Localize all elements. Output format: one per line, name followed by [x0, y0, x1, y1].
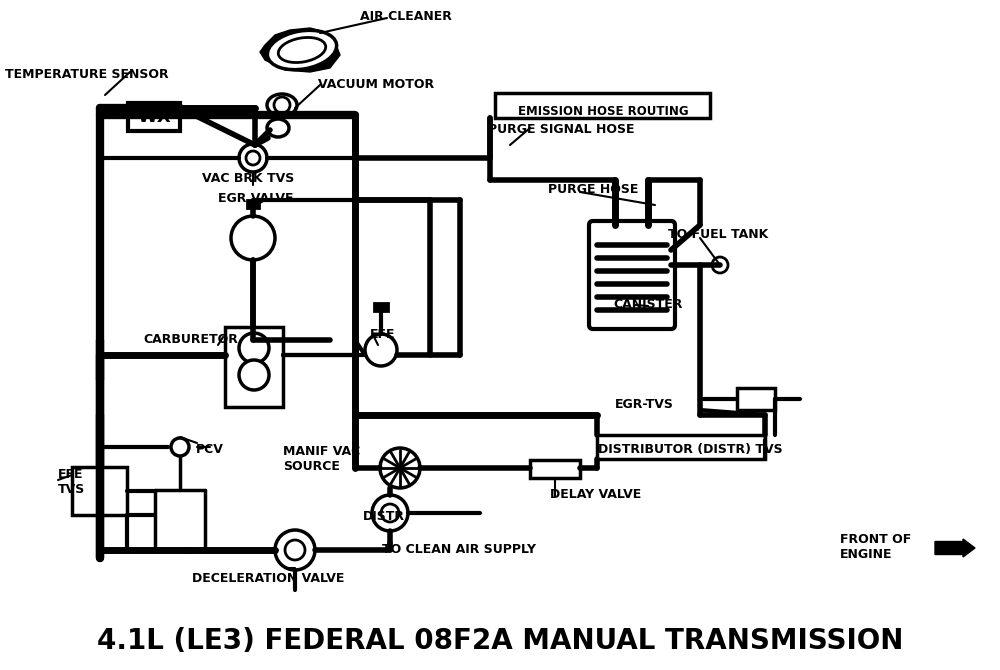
Text: MANIF VAC
SOURCE: MANIF VAC SOURCE [283, 445, 360, 473]
Bar [597, 435, 765, 459]
Circle shape [365, 334, 397, 366]
Text: EGR VALVE: EGR VALVE [218, 192, 294, 205]
Text: PURGE SIGNAL HOSE: PURGE SIGNAL HOSE [488, 123, 635, 136]
Bar [128, 103, 180, 131]
Text: PCV: PCV [196, 443, 224, 456]
Text: CARBURETOR: CARBURETOR [143, 333, 238, 346]
Ellipse shape [267, 30, 337, 70]
Text: VACUUM MOTOR: VACUUM MOTOR [318, 78, 434, 91]
Circle shape [274, 97, 290, 113]
Text: TEMPERATURE SENSOR: TEMPERATURE SENSOR [5, 68, 169, 81]
Ellipse shape [278, 38, 326, 62]
Text: DISTRIBUTOR (DISTR) TVS: DISTRIBUTOR (DISTR) TVS [598, 443, 783, 456]
Circle shape [285, 540, 305, 560]
Text: EMISSION HOSE ROUTING: EMISSION HOSE ROUTING [518, 105, 688, 118]
Circle shape [246, 151, 260, 165]
Circle shape [380, 448, 420, 488]
Text: CANISTER: CANISTER [613, 298, 682, 311]
Text: DECELERATION VALVE: DECELERATION VALVE [192, 572, 344, 585]
FancyArrow shape [935, 539, 975, 557]
Circle shape [275, 530, 315, 570]
Text: EFE
TVS: EFE TVS [58, 468, 85, 496]
Bar [72, 467, 127, 515]
Text: EFE: EFE [370, 328, 396, 341]
Text: TO FUEL TANK: TO FUEL TANK [668, 228, 768, 241]
Bar [530, 460, 580, 478]
Circle shape [171, 438, 189, 456]
Circle shape [239, 333, 269, 363]
Text: EGR-TVS: EGR-TVS [615, 398, 674, 411]
Bar [247, 200, 259, 208]
Text: DELAY VALVE: DELAY VALVE [550, 488, 641, 501]
Ellipse shape [267, 119, 289, 137]
Circle shape [239, 144, 267, 172]
Text: PURGE HOSE: PURGE HOSE [548, 183, 638, 196]
FancyBboxPatch shape [589, 221, 675, 329]
Circle shape [381, 504, 399, 522]
Text: FRONT OF
ENGINE: FRONT OF ENGINE [840, 533, 911, 561]
Bar [495, 93, 710, 118]
Text: VAC BRK TVS: VAC BRK TVS [202, 172, 294, 185]
Bar [737, 388, 775, 410]
Bar [374, 303, 388, 311]
Bar [225, 327, 283, 407]
Polygon shape [260, 28, 340, 72]
Circle shape [239, 360, 269, 390]
Text: WX: WX [137, 108, 171, 126]
Text: AIR CLEANER: AIR CLEANER [360, 10, 452, 23]
Circle shape [231, 216, 275, 260]
Ellipse shape [267, 94, 297, 116]
Text: DISTR: DISTR [363, 510, 405, 523]
Circle shape [372, 495, 408, 531]
Text: TO CLEAN AIR SUPPLY: TO CLEAN AIR SUPPLY [382, 543, 536, 556]
Text: 4.1L (LE3) FEDERAL 08F2A MANUAL TRANSMISSION: 4.1L (LE3) FEDERAL 08F2A MANUAL TRANSMIS… [97, 627, 903, 655]
Circle shape [712, 257, 728, 273]
